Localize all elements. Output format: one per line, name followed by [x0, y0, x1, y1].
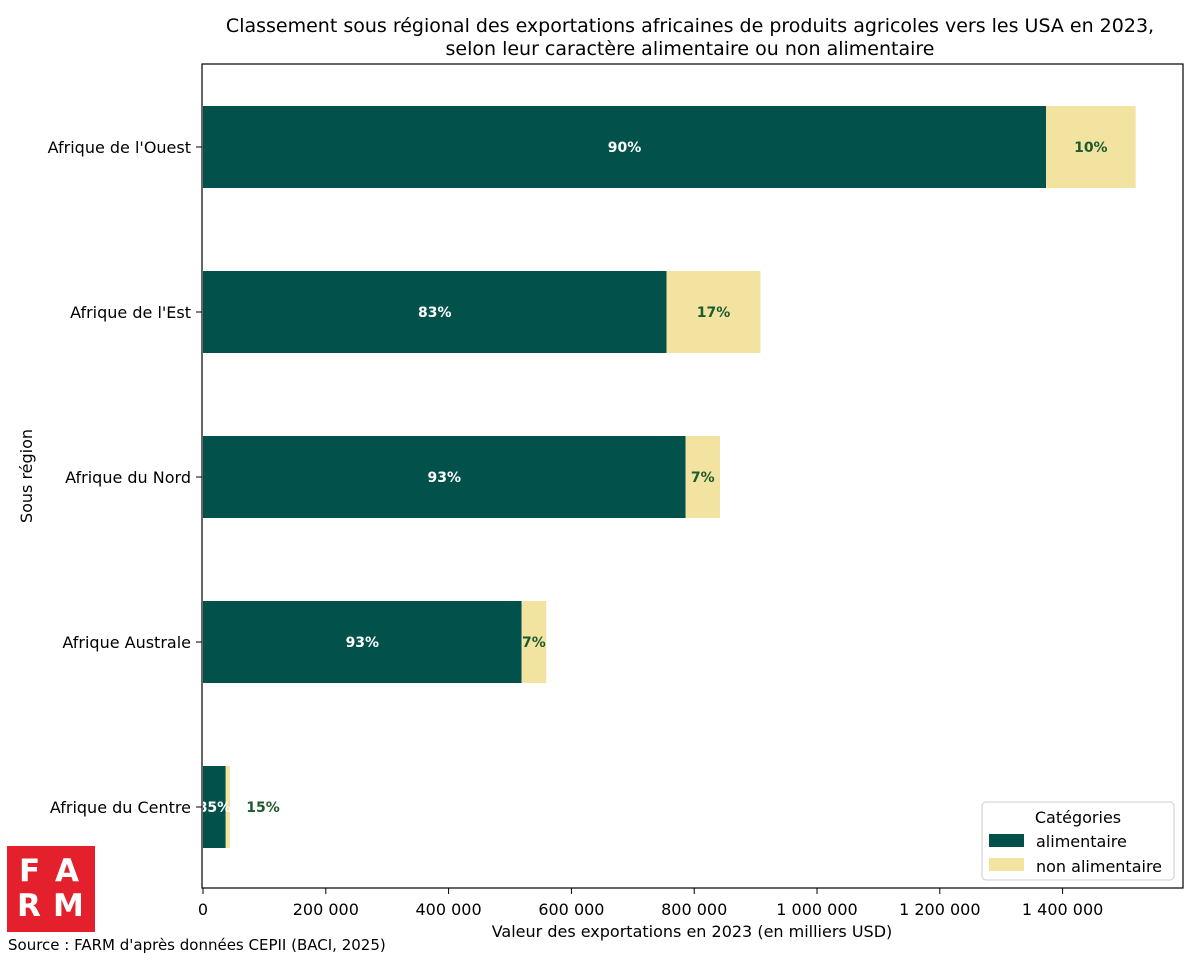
bar-non-alimentaire-0	[1046, 106, 1136, 188]
y-tick-label-4: Afrique du Centre	[50, 798, 191, 817]
x-axis-label: Valeur des exportations en 2023 (en mill…	[492, 922, 893, 941]
bar-non-alimentaire-4	[225, 766, 231, 848]
y-tick-label-1: Afrique de l'Est	[70, 303, 191, 322]
y-tick-label-0: Afrique de l'Ouest	[48, 138, 191, 157]
bar-non-alimentaire-3	[521, 601, 547, 683]
bar-label-alimentaire-0: 90%	[608, 140, 642, 156]
bar-label-alimentaire-3: 93%	[346, 635, 380, 651]
y-tick-label-2: Afrique du Nord	[65, 468, 191, 487]
bar-label-non-alimentaire-0: 10%	[1074, 140, 1108, 156]
legend-label-alimentaire: alimentaire	[1036, 832, 1127, 851]
bar-alimentaire-2	[203, 436, 686, 518]
source-note: Source : FARM d'après données CEPII (BAC…	[8, 936, 386, 954]
x-tick-label-1: 200 000	[293, 900, 359, 919]
bar-label-non-alimentaire-2: 7%	[691, 470, 715, 486]
bar-alimentaire-0	[203, 106, 1047, 188]
bar-label-non-alimentaire-4: 15%	[246, 800, 280, 816]
y-axis-label: Sous région	[17, 429, 36, 523]
bars-group	[203, 106, 1136, 848]
legend-label-non-alimentaire: non alimentaire	[1036, 857, 1162, 876]
bar-label-alimentaire-1: 83%	[418, 305, 452, 321]
legend-title: Catégories	[1035, 808, 1121, 827]
x-axis: 0 200 000 400 000 600 000 800 000 1 000 000 1 …	[198, 888, 1103, 919]
farm-logo: F A R M	[7, 846, 95, 932]
bar-label-alimentaire-4: 85%	[198, 800, 232, 816]
x-tick-label-0: 0	[198, 900, 208, 919]
chart-title: Classement sous régional des exportation…	[226, 15, 1154, 37]
x-tick-label-6: 1 200 000	[899, 900, 980, 919]
bar-label-non-alimentaire-1: 17%	[697, 305, 731, 321]
bar-non-alimentaire-1	[666, 271, 761, 353]
bar-non-alimentaire-2	[685, 436, 720, 518]
x-tick-label-5: 1 000 000	[776, 900, 857, 919]
chart-subtitle: selon leur caractère alimentaire ou non …	[446, 38, 935, 60]
plot-frame	[201, 63, 1184, 889]
bar-alimentaire-1	[203, 271, 667, 353]
bar-label-non-alimentaire-3: 7%	[522, 635, 546, 651]
x-tick-label-3: 600 000	[538, 900, 604, 919]
legend: Catégories alimentaire non alimentaire	[981, 801, 1175, 881]
bar-alimentaire-4	[203, 766, 226, 848]
legend-swatch-alimentaire	[989, 834, 1024, 847]
y-tick-label-3: Afrique Australe	[62, 633, 191, 652]
y-axis: Afrique de l'Ouest Afrique de l'Est Afriqu…	[48, 138, 202, 817]
x-tick-label-4: 800 000	[661, 900, 727, 919]
x-tick-label-2: 400 000	[416, 900, 482, 919]
bar-label-alimentaire-2: 93%	[428, 470, 462, 486]
x-tick-label-7: 1 400 000	[1022, 900, 1103, 919]
bar-labels-group: 90% 10% 83% 17% 93% 7% 93% 7% 85% 15%	[198, 140, 1108, 816]
legend-box	[981, 801, 1175, 881]
bar-alimentaire-3	[203, 601, 522, 683]
legend-swatch-non-alimentaire	[989, 858, 1024, 871]
